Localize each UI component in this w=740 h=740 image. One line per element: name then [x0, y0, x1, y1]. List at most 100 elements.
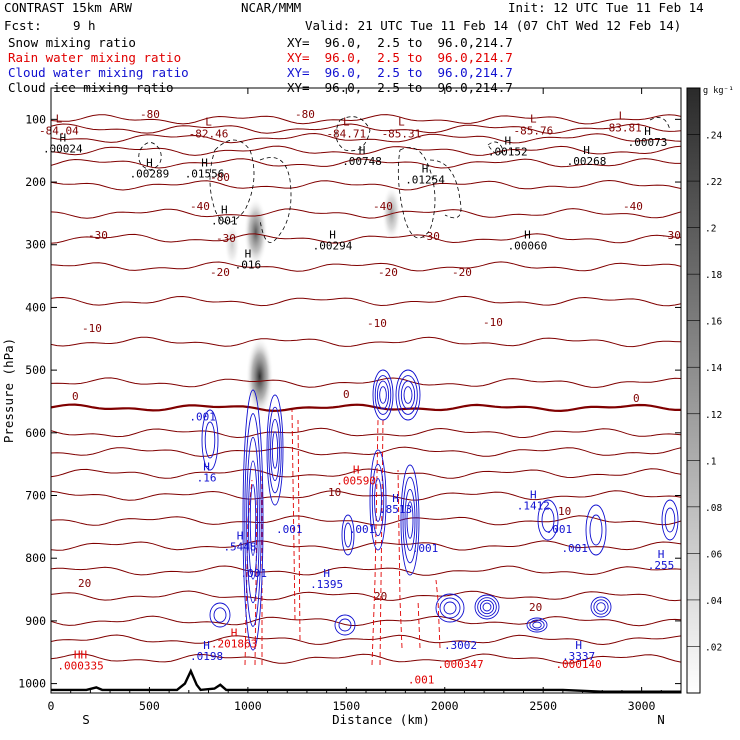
cloud-core-b-ring-0 [266, 394, 284, 506]
isotherm-line-6 [51, 208, 681, 219]
isotherm-line-19 [51, 565, 681, 576]
isotherm-label-10: -30 [661, 229, 681, 242]
rain-contour-4 [297, 419, 301, 641]
cloud-core-b-ring-2 [270, 418, 280, 482]
cloud-core-h-ring-0 [201, 409, 219, 471]
min-value-3: -85.31 [382, 128, 422, 141]
isotherm-line-18 [51, 540, 681, 551]
max-value-12: .001 [189, 410, 216, 423]
x-axis-title: Distance (km) [332, 712, 430, 727]
isotherm-line-4 [51, 158, 681, 169]
max-marker-13: H [203, 460, 210, 473]
cloud-core-n-ring-0 [537, 499, 559, 541]
isotherm-label-22: 20 [78, 577, 91, 590]
cloud-core-f-ring-2 [404, 488, 416, 552]
cloud-ice-contour-7 [649, 117, 671, 131]
cloud-core-g-ring-1 [343, 522, 353, 548]
max-marker-6: H [583, 144, 590, 157]
cloud-core-b-ring-1 [268, 406, 282, 494]
y-tick-label-0: 100 [25, 112, 46, 126]
max-value-29: .3002 [444, 639, 477, 652]
rain-contour-5 [371, 419, 379, 666]
isotherm-label-7: -30 [88, 229, 108, 242]
cloud-core-j-ring-0 [526, 617, 548, 633]
cloud-core-f-ring-3 [406, 501, 414, 539]
isotherm-line-2 [51, 132, 681, 144]
isotherm-label-4: -40 [190, 200, 210, 213]
y-tick-label-9: 1000 [18, 677, 46, 691]
isotherm-line-3 [51, 145, 681, 156]
cloud-core-d-ring-1 [398, 375, 418, 415]
cloud-core-l-ring-2 [443, 601, 457, 615]
max-value-4: .01254 [405, 174, 445, 187]
cloud-ice-contour-1 [209, 139, 255, 223]
x-tick-label-6: 3000 [628, 699, 656, 713]
isotherm-label-5: -40 [373, 200, 393, 213]
cloud-ice-contour-4 [397, 147, 436, 239]
valid-time: Valid: 21 UTC Tue 11 Feb 14 (07 ChT Wed … [305, 18, 682, 33]
cloud-core-d-ring-2 [400, 380, 416, 410]
colorbar-tick-label-6: .14 [705, 363, 722, 374]
max-value-9: .016 [235, 258, 262, 271]
cloud-core-o-ring-1 [589, 514, 603, 546]
cloud-core-l-ring-1 [439, 597, 461, 619]
cloud-core-q-ring-0 [661, 499, 679, 541]
max-value-27: .201863 [211, 638, 257, 651]
isotherm-label-13: -20 [452, 266, 472, 279]
max-marker-4: H [422, 163, 429, 176]
x-tick-label-1: 500 [139, 699, 160, 713]
y-tick-label-1: 200 [25, 175, 46, 189]
max-marker-5: H [504, 134, 511, 147]
max-value-13: .16 [197, 471, 217, 484]
min-marker-5: L [619, 109, 626, 122]
cloud-ice-contour-6 [487, 141, 504, 155]
max-marker-2: H [201, 156, 208, 169]
isotherm-line-14 [51, 446, 681, 457]
cloud-core-q-ring-1 [664, 507, 676, 533]
colorbar-tick-label-5: .12 [705, 410, 722, 421]
max-value-11: .00060 [508, 239, 548, 252]
cloud-ice-contour-0 [138, 142, 162, 171]
field-rain-xy: XY= 96.0, 2.5 to 96.0,214.7 [287, 50, 513, 65]
colorbar-tick-label-11: .24 [705, 131, 722, 142]
max-value-2: .01556 [185, 167, 225, 180]
cloud-core-l-ring-0 [435, 593, 465, 623]
isotherm-line-0 [51, 114, 681, 125]
isotherm-line-13 [51, 427, 681, 439]
field-snow-name: Snow mixing ratio [8, 35, 136, 50]
max-marker-17: H [237, 529, 244, 542]
rain-contour-6 [379, 419, 384, 666]
cloud-core-c-ring-3 [379, 386, 387, 404]
y-tick-label-5: 600 [25, 426, 46, 440]
max-value-26: .0198 [190, 650, 223, 663]
snow-shade-3 [224, 221, 240, 268]
rain-contour-7 [397, 469, 403, 649]
isotherm-line-17 [51, 515, 681, 526]
fcst-value: 9 h [73, 18, 96, 33]
isotherm-label-15: -10 [367, 317, 387, 330]
max-marker-7: H [644, 125, 651, 138]
max-marker-31: H [575, 639, 582, 652]
min-marker-0: L [56, 112, 63, 125]
north-label: N [657, 712, 665, 727]
max-value-20: .001 [412, 542, 439, 555]
isotherm-line-15 [51, 468, 681, 479]
max-value-28: .000335 [57, 660, 103, 673]
max-value-14: .00590 [336, 475, 376, 488]
colorbar-tick-label-9: .2 [705, 224, 716, 235]
cloud-core-a-ring-4 [249, 484, 257, 556]
colorbar-tick-label-7: .16 [705, 317, 722, 328]
isotherm-line-5 [51, 179, 681, 191]
cloud-ice-contour-2 [259, 157, 292, 243]
isotherm-label-18: 0 [343, 388, 350, 401]
cloud-core-m-ring-0 [334, 614, 356, 636]
min-marker-4: L [530, 112, 537, 125]
cloud-core-b-ring-3 [271, 431, 279, 469]
max-value-10: .00294 [313, 239, 353, 252]
min-marker-2: L [343, 116, 350, 129]
colorbar-tick-label-0: .02 [705, 642, 722, 653]
max-value-32: .000140 [555, 658, 601, 671]
isotherm-label-8: -30 [216, 232, 236, 245]
colorbar [686, 87, 701, 694]
min-marker-3: L [398, 116, 405, 129]
